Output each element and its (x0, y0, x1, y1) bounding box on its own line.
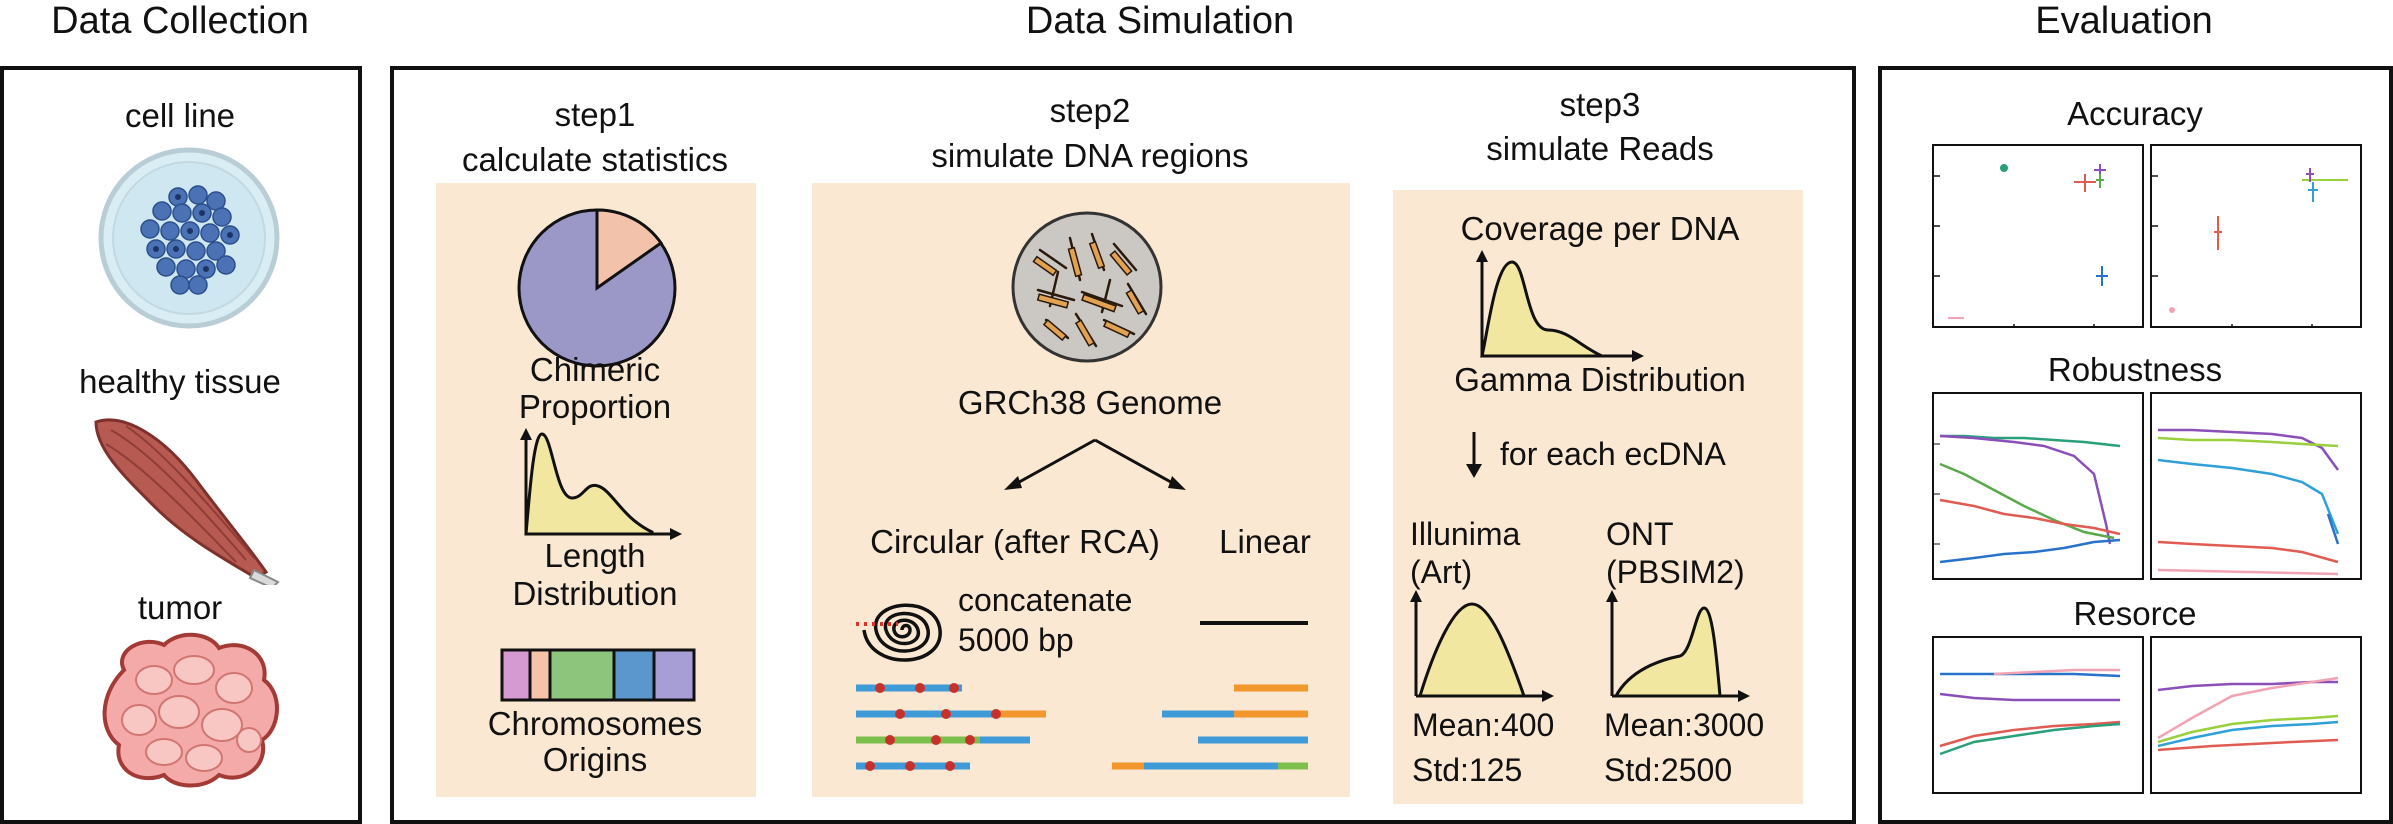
illumina-std: Std:125 (1412, 752, 1523, 788)
muscle-tissue-icon (94, 418, 280, 585)
healthy-tissue-label: healthy tissue (79, 363, 281, 400)
linear-dna-line (1200, 621, 1308, 625)
circular-label: Circular (after RCA) (870, 523, 1160, 560)
length-label-1: Length (544, 537, 646, 574)
evaluation-panel (1878, 66, 2393, 824)
data-simulation-panel (390, 66, 1856, 824)
accuracy-plot-left (1932, 144, 2144, 328)
petri-dish-icon (98, 147, 280, 329)
section-title-evaluation: Evaluation (2035, 0, 2213, 42)
data-collection-panel (0, 66, 362, 824)
resource-plot-left (1932, 636, 2144, 794)
origins-label-2: Origins (542, 741, 648, 778)
ont-std: Std:2500 (1604, 752, 1733, 788)
down-arrow-icon (1466, 432, 1482, 478)
robustness-plot-right (2150, 392, 2362, 580)
tumor-label: tumor (137, 589, 223, 626)
illumina-distribution-plot (1410, 590, 1554, 702)
step1-title: step1 (554, 96, 636, 133)
step3-background (1393, 190, 1803, 804)
circular-reads-icon (856, 683, 1046, 771)
length-distribution-plot (520, 428, 682, 540)
step3-title: step3 (1559, 86, 1641, 123)
coverage-label: Coverage per DNA (1460, 210, 1740, 247)
step2-subtitle: simulate DNA regions (931, 137, 1249, 174)
ont-label-1: ONT (1606, 516, 1674, 552)
ont-label-2: (PBSIM2) (1606, 554, 1745, 590)
step1-subtitle: calculate statistics (462, 141, 728, 178)
ont-distribution-plot (1606, 590, 1750, 702)
chimeric-pie-chart (517, 208, 677, 368)
chromosome-genome-icon (1011, 211, 1163, 363)
cell-line-label: cell line (124, 97, 236, 134)
tumor-icon (102, 632, 279, 788)
resource-plot-right (2150, 636, 2362, 794)
split-arrows (1004, 438, 1186, 490)
linear-label: Linear (1219, 523, 1311, 560)
illumina-mean: Mean:400 (1412, 707, 1555, 743)
robustness-label: Robustness (2047, 351, 2223, 388)
for-each-ecdna-label: for each ecDNA (1500, 436, 1726, 472)
robustness-plot-left (1932, 392, 2144, 580)
ont-mean: Mean:3000 (1604, 707, 1765, 743)
gamma-distribution-plot (1476, 250, 1644, 362)
section-title-simulation: Data Simulation (1025, 0, 1295, 42)
concatenate-label-2: 5000 bp (958, 622, 1074, 658)
accuracy-plot-right (2150, 144, 2362, 328)
chimeric-label-1: Chimeric (529, 351, 661, 388)
step2-title: step2 (1049, 92, 1131, 129)
length-label-2: Distribution (512, 575, 678, 612)
rca-spiral-icon (856, 603, 942, 662)
origins-label-1: Chromosomes (487, 705, 703, 742)
section-title-collection: Data Collection (51, 0, 309, 42)
resource-label: Resorce (2073, 595, 2197, 632)
gamma-label: Gamma Distribution (1454, 361, 1746, 398)
chimeric-label-2: Proportion (518, 388, 672, 425)
genome-label: GRCh38 Genome (957, 384, 1223, 421)
chromosome-origins-bar (500, 648, 696, 702)
illumina-label-2: (Art) (1410, 554, 1473, 590)
accuracy-label: Accuracy (2067, 95, 2203, 132)
linear-reads-icon (1112, 684, 1308, 770)
illumina-label-1: Illunima (1410, 516, 1521, 552)
step3-subtitle: simulate Reads (1486, 130, 1714, 167)
concatenate-label-1: concatenate (958, 582, 1133, 618)
